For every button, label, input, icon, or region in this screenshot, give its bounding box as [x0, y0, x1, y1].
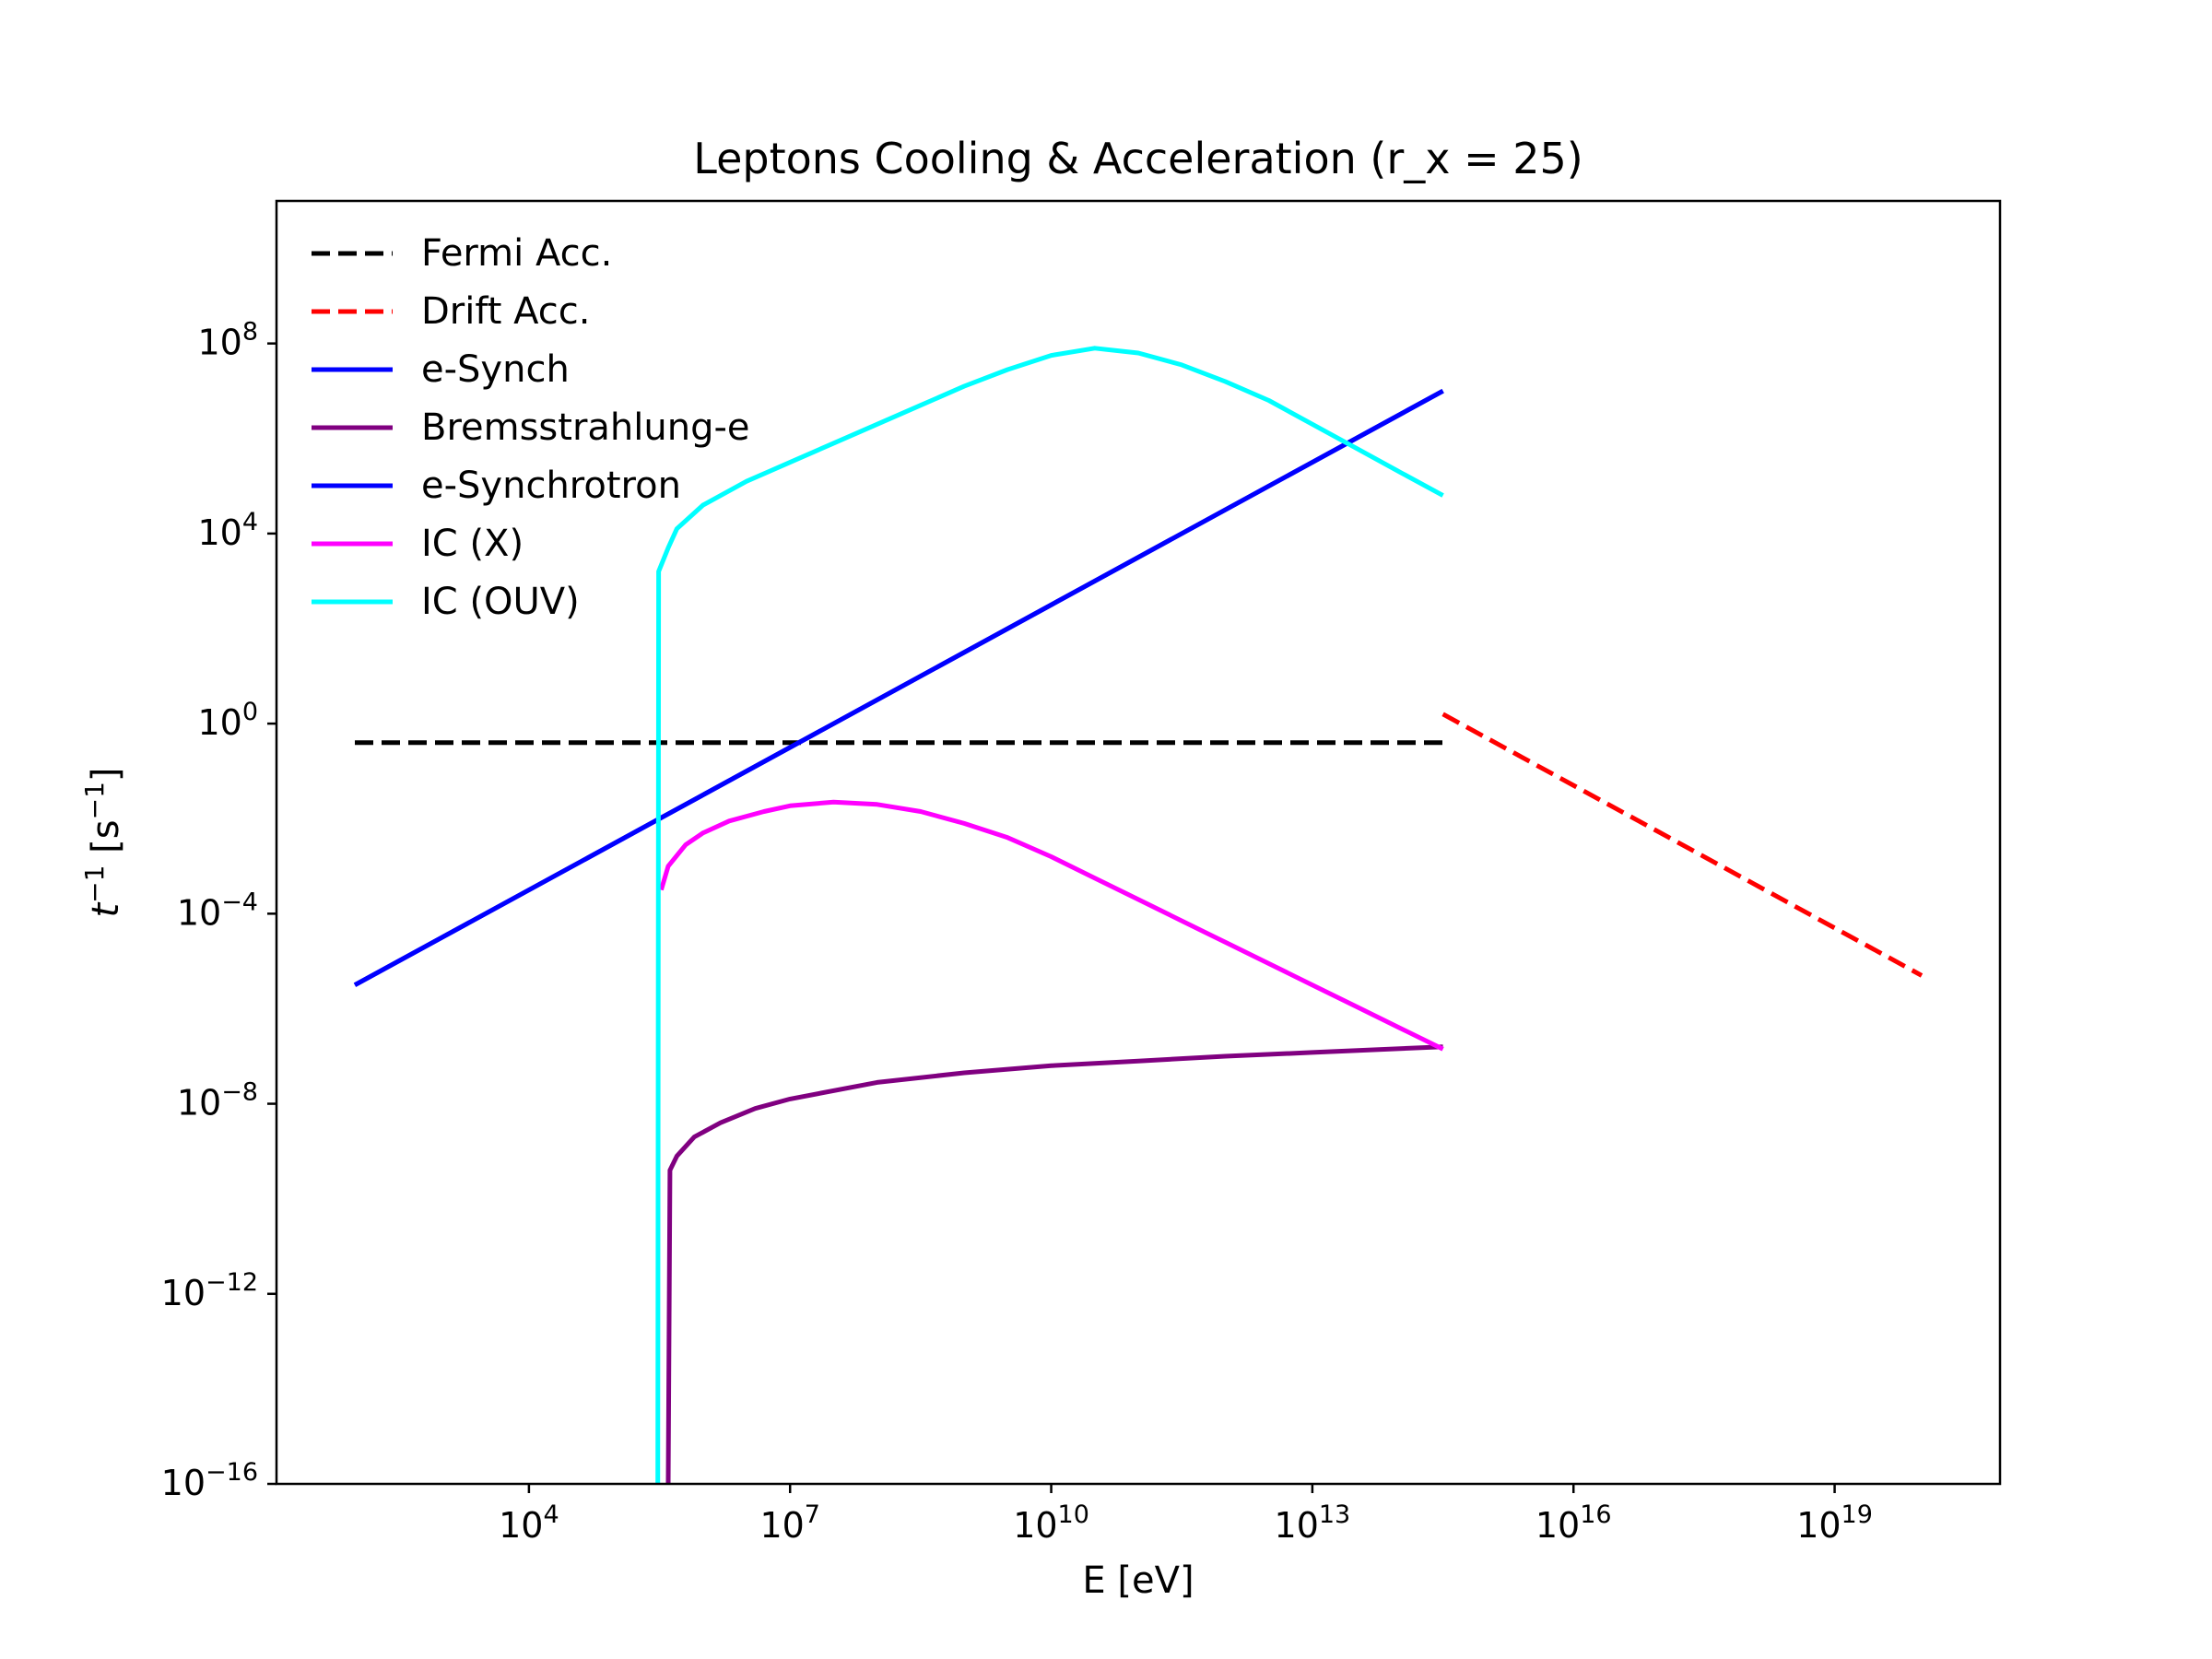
- series-layer: [353, 346, 1924, 1485]
- series-line-2: [1441, 712, 1924, 978]
- y-tick-exponent: −8: [221, 1078, 258, 1107]
- x-tick-base: 10: [1275, 1505, 1319, 1546]
- x-tick-base: 10: [1796, 1505, 1841, 1546]
- y-tick-base: 10: [177, 1083, 221, 1124]
- x-tick-label: 1016: [1535, 1500, 1612, 1546]
- y-tick-label: 10−8: [177, 1078, 258, 1124]
- x-tick-base: 10: [1535, 1505, 1580, 1546]
- x-tick-label: 1010: [1013, 1500, 1089, 1546]
- y-tick-base: 10: [177, 892, 221, 933]
- x-tick-label: 1013: [1275, 1500, 1351, 1546]
- y-tick-exponent: −16: [206, 1458, 258, 1487]
- legend-label-1: Fermi Acc.: [421, 232, 612, 275]
- chart-title: Leptons Cooling & Acceleration (r_x = 25…: [693, 134, 1583, 183]
- y-tick-exponent: 8: [242, 318, 258, 347]
- y-tick-base: 10: [197, 323, 241, 363]
- y-tick-label: 100: [197, 698, 258, 743]
- y-tick-exponent: −12: [206, 1268, 258, 1297]
- y-axis-label-exponent: −1: [79, 865, 110, 903]
- x-tick-label: 1019: [1796, 1500, 1873, 1546]
- legend-label-3: e-Synch: [421, 348, 570, 391]
- y-axis-label-close: ]: [85, 767, 127, 782]
- series-line-5: [353, 389, 1444, 987]
- x-tick-exponent: 16: [1580, 1500, 1611, 1529]
- x-tick-base: 10: [759, 1505, 804, 1546]
- y-tick-label: 10−4: [177, 888, 258, 933]
- x-tick-label: 107: [759, 1500, 820, 1546]
- y-axis-label-units: [s: [85, 819, 127, 865]
- x-tick-base: 10: [499, 1505, 543, 1546]
- plot-area-frame: [275, 199, 2002, 1486]
- y-tick-base: 10: [161, 1273, 206, 1313]
- y-tick-label: 10−12: [161, 1268, 258, 1313]
- legend: Fermi Acc. Drift Acc. e-Synch Bremsstrahlun…: [312, 232, 750, 623]
- x-tick-exponent: 7: [805, 1500, 820, 1529]
- y-axis-label-units-exponent: −1: [79, 782, 110, 819]
- series-line-4: [665, 1044, 1443, 1485]
- y-tick-label: 10−16: [161, 1458, 258, 1503]
- y-tick-exponent: 4: [242, 508, 258, 536]
- x-tick-exponent: 13: [1319, 1500, 1350, 1529]
- x-axis-label: E [eV]: [1082, 1559, 1194, 1602]
- y-tick-base: 10: [197, 702, 241, 743]
- legend-label-5: e-Synchrotron: [421, 465, 681, 507]
- y-tick-base: 10: [197, 512, 241, 553]
- x-tick-base: 10: [1013, 1505, 1057, 1546]
- y-tick-exponent: −4: [221, 888, 258, 916]
- y-tick-base: 10: [161, 1463, 206, 1503]
- y-tick-exponent: 0: [242, 698, 258, 726]
- x-tick-exponent: 10: [1058, 1500, 1089, 1529]
- x-tick-exponent: 4: [543, 1500, 559, 1529]
- legend-label-4: Bremsstrahlung-e: [421, 406, 750, 449]
- legend-label-6: IC (X): [421, 523, 524, 565]
- series-line-7: [655, 346, 1444, 1485]
- x-tick-label: 104: [499, 1500, 559, 1546]
- y-tick-label: 108: [197, 318, 258, 363]
- legend-label-2: Drift Acc.: [421, 290, 591, 333]
- legend-label-7: IC (OUV): [421, 581, 580, 623]
- y-axis-label-symbol: t: [85, 902, 127, 918]
- y-axis-label: t−1 [s−1]: [79, 767, 127, 917]
- x-tick-exponent: 19: [1841, 1500, 1873, 1529]
- ticks-layer: 104 107 1010 1013 1016 101910−1610−1210−810−4…: [161, 318, 1873, 1546]
- y-tick-label: 104: [197, 508, 258, 553]
- series-line-6: [659, 799, 1444, 1052]
